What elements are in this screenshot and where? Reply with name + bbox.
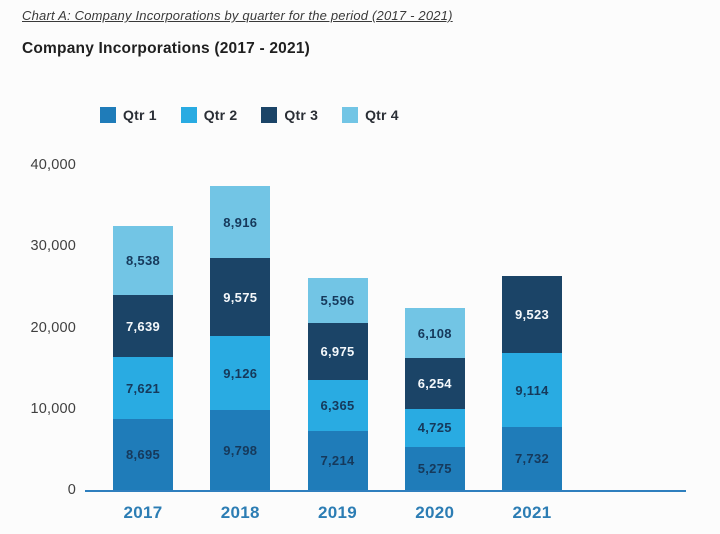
x-axis-label-2021: 2021: [512, 503, 552, 522]
legend-swatch-4: [342, 107, 359, 123]
bar-value-label: 7,214: [320, 453, 355, 469]
bar-value-label: 9,798: [223, 442, 258, 458]
bar-segment-2019-qtr1: 7,214: [307, 431, 368, 490]
bar-value-label: 6,254: [417, 375, 452, 391]
bar-value-label: 6,108: [417, 325, 452, 341]
bar-value-label: 5,275: [417, 461, 452, 477]
y-axis-tick-label: 20,000: [30, 319, 76, 336]
bar-segment-2021-qtr3: 9,523: [502, 275, 562, 354]
bar-segment-2020-qtr4: 6,108: [404, 308, 465, 358]
bar-segment-2018-qtr2: 9,126: [210, 336, 271, 411]
y-axis-tick-label: 10,000: [30, 400, 76, 417]
x-axis-line: [85, 490, 686, 492]
bar-segment-2018-qtr3: 9,575: [210, 258, 271, 337]
bar-value-label: 7,621: [125, 380, 161, 396]
legend-item-4: Qtr 4: [342, 107, 399, 123]
bar-segment-2017-qtr1: 8,695: [113, 419, 173, 490]
bar-segment-2018-qtr1: 9,798: [210, 410, 271, 490]
bar-segment-2017-qtr2: 7,621: [113, 357, 173, 420]
legend-item-1: Qtr 1: [100, 107, 157, 123]
bar-segment-2017-qtr3: 7,639: [113, 295, 173, 358]
chart-title: Company Incorporations (2017 - 2021): [22, 40, 311, 57]
bar-segment-2017-qtr4: 8,538: [113, 225, 173, 296]
legend-label-4: Qtr 4: [365, 107, 399, 123]
x-axis-label-2017: 2017: [123, 503, 163, 522]
bar-segment-2018-qtr4: 8,916: [210, 186, 271, 259]
x-axis-label-2018: 2018: [220, 503, 260, 522]
bar-value-label: 5,596: [320, 292, 355, 308]
y-axis-tick-label: 40,000: [30, 157, 76, 173]
bar-value-label: 9,114: [515, 382, 549, 398]
bar-segment-2020-qtr2: 4,725: [404, 408, 465, 448]
legend-swatch-2: [180, 107, 197, 123]
bar-value-label: 8,695: [125, 447, 161, 463]
bar-value-label: 8,916: [223, 214, 258, 230]
bar-value-label: 9,126: [223, 365, 258, 381]
bar-segment-2021-qtr1: 7,732: [502, 427, 562, 490]
bar-value-label: 8,538: [125, 253, 161, 269]
bar-value-label: 4,725: [417, 420, 452, 436]
legend-label-3: Qtr 3: [284, 107, 319, 123]
legend-item-2: Qtr 2: [180, 107, 238, 123]
legend-item-3: Qtr 3: [261, 107, 318, 123]
bar-value-label: 9,523: [514, 306, 550, 322]
bar-value-label: 9,575: [223, 289, 258, 305]
bar-value-label: 6,975: [320, 343, 355, 359]
legend-label-2: Qtr 2: [203, 107, 238, 123]
bar-value-label: 7,639: [125, 318, 161, 334]
bar-value-label: 6,365: [320, 398, 355, 413]
bar-segment-2021-qtr2: 9,114: [502, 353, 562, 428]
y-axis-tick-label: 0: [67, 482, 76, 498]
legend-swatch-1: [100, 107, 116, 123]
bar-segment-2019-qtr2: 6,365: [307, 379, 368, 432]
bar-segment-2019-qtr4: 5,596: [307, 277, 368, 323]
chart-legend: Qtr 1 Qtr 2 Qtr 3 Qtr 4: [100, 107, 399, 123]
chart-caption: Chart A: Company Incorporations by quart…: [22, 8, 453, 23]
y-axis-tick-label: 30,000: [30, 238, 76, 255]
bar-segment-2019-qtr3: 6,975: [307, 322, 368, 380]
bar-segment-2020-qtr1: 5,275: [404, 447, 465, 490]
legend-swatch-3: [261, 107, 278, 123]
bar-value-label: 7,732: [514, 451, 550, 467]
x-axis-label-2020: 2020: [415, 503, 455, 522]
legend-label-1: Qtr 1: [123, 107, 157, 123]
x-axis-label-2019: 2019: [317, 503, 358, 522]
bar-segment-2020-qtr3: 6,254: [404, 357, 465, 409]
